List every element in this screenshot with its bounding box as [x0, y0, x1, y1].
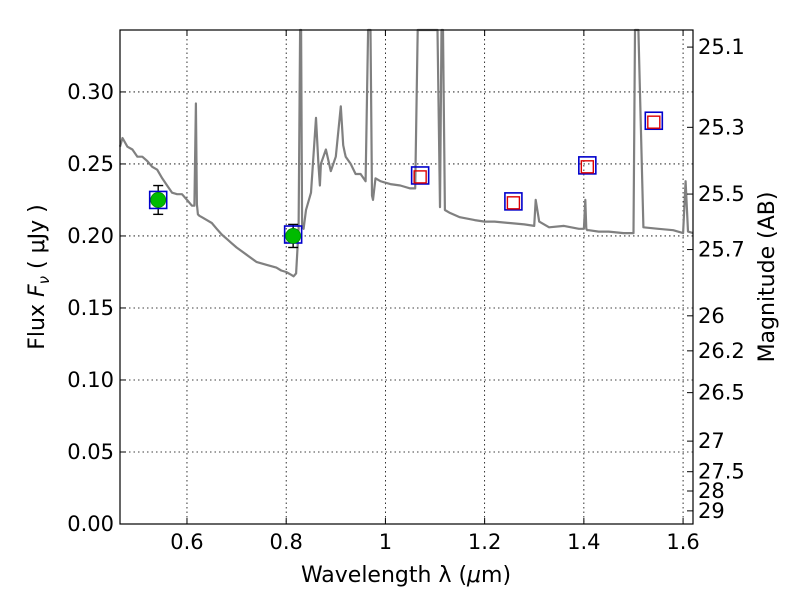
predicted-flux-square	[506, 196, 521, 210]
y-tick-label: 0.25	[67, 152, 114, 176]
model-flux-square	[578, 156, 597, 175]
grid-lines	[120, 30, 693, 524]
model-flux-square	[504, 192, 523, 211]
model-flux-square	[148, 190, 168, 210]
right-tick-label: 25.5	[698, 182, 745, 206]
observed-flux-point	[150, 192, 167, 208]
x-tick-label: 1.2	[468, 530, 501, 554]
y-tick-label: 0.20	[67, 224, 114, 248]
predicted-flux-square	[580, 160, 595, 174]
y-tick-label: 0.30	[67, 80, 114, 104]
model-sed-line	[118, 28, 694, 278]
model-sed-series	[118, 28, 694, 278]
x-tick-label: 0.6	[170, 530, 203, 554]
plot-frame	[119, 29, 694, 525]
y-tick-label: 0.05	[67, 440, 114, 464]
observed-flux-point	[285, 228, 302, 244]
right-tick-label: 29	[698, 499, 725, 523]
y-tick-label: 0.10	[67, 368, 114, 392]
predicted-flux-square	[413, 170, 427, 184]
right-tick-label: 26.5	[698, 381, 745, 405]
x-tick-label: 1	[379, 530, 392, 554]
right-tick-label: 26.2	[698, 339, 745, 363]
model-flux-square	[644, 111, 664, 131]
y-axis-ticks: 0.00 0.05 0.10 0.15 0.20 0.25 0.30	[67, 80, 126, 536]
x-axis-label: Wavelength λ (μm)	[301, 563, 511, 588]
y-axis-label: Flux Fν ( μJy )	[25, 204, 53, 349]
right-tick-label: 25.7	[698, 238, 745, 262]
right-tick-label: 27.5	[698, 460, 745, 484]
x-axis-ticks: 0.6 0.8 1 1.2 1.4 1.6	[170, 30, 700, 554]
right-tick-label: 25.3	[698, 115, 745, 139]
y-tick-label: 0.00	[67, 512, 114, 536]
y-tick-label: 0.15	[67, 296, 114, 320]
photometry-markers	[148, 111, 664, 249]
x-tick-label: 1.6	[666, 530, 699, 554]
x-tick-label: 0.8	[269, 530, 302, 554]
right-axis-label: Magnitude (AB)	[755, 192, 780, 363]
right-tick-label: 27	[698, 429, 725, 453]
right-tick-label: 25.1	[698, 35, 745, 59]
model-flux-square	[410, 166, 430, 185]
right-tick-label: 26	[698, 304, 725, 328]
predicted-flux-square	[647, 115, 661, 129]
right-tick-label: 28	[698, 479, 725, 503]
x-tick-label: 1.4	[567, 530, 600, 554]
